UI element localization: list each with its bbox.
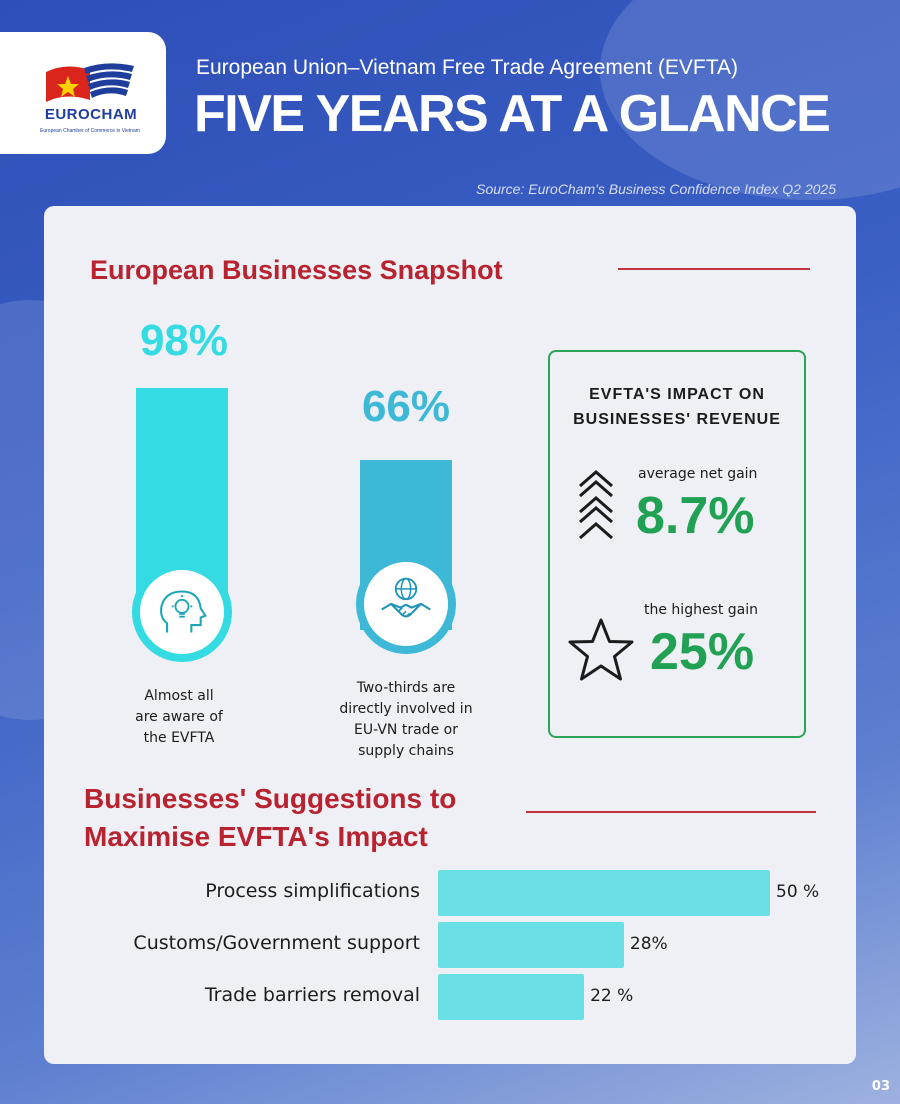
bar: [438, 922, 624, 968]
bar: [438, 870, 770, 916]
logo-name: EUROCHAM: [44, 106, 138, 123]
caption-line: Two-thirds are: [356, 680, 456, 696]
snapshot-rule: [618, 268, 810, 270]
caption-line: the EVFTA: [143, 730, 215, 746]
caption-line: are aware of: [135, 709, 223, 725]
stat-percent: 66%: [361, 382, 451, 431]
stat-circle: [356, 554, 456, 654]
caption-line: directly involved in: [339, 701, 473, 717]
source-note: Source: EuroCham's Business Confidence I…: [476, 181, 836, 197]
stat-circle: [132, 562, 232, 662]
snapshot-title: European Businesses Snapshot: [90, 255, 503, 285]
header-subtitle: European Union–Vietnam Free Trade Agreem…: [196, 56, 739, 79]
globe-handshake-icon: [381, 577, 431, 618]
stat-caption: Two-thirds are directly involved in EU-V…: [306, 678, 506, 762]
page-title: FIVE YEARS AT A GLANCE: [194, 85, 831, 143]
lightbulb-head-icon: [160, 590, 207, 633]
chevron-up-stack-icon: [579, 470, 613, 540]
impact-title-line: BUSINESSES' REVENUE: [573, 411, 781, 428]
content-card: European Businesses Snapshot 98% Almost …: [44, 206, 856, 1064]
bar-value-label: 50 %: [776, 882, 820, 902]
revenue-impact-box: EVFTA'S IMPACT ON BUSINESSES' REVENUE av…: [548, 350, 806, 738]
bar: [438, 974, 585, 1020]
stat-caption: Almost all are aware of the EVFTA: [94, 686, 264, 749]
bar-value-label: 22 %: [590, 986, 634, 1006]
suggestions-title: Businesses' Suggestions to Maximise EVFT…: [84, 780, 456, 856]
logo-subtitle: European Chamber of Commerce in Vietnam: [40, 128, 140, 134]
bar-category-label: Trade barriers removal: [204, 984, 420, 1006]
impact-value: 8.7%: [636, 487, 755, 545]
bar-category-label: Process simplifications: [205, 880, 420, 902]
caption-line: Almost all: [144, 688, 214, 704]
page-number: 03: [871, 1079, 890, 1094]
suggestions-title-line: Businesses' Suggestions to: [84, 783, 457, 814]
caption-line: EU-VN trade or: [354, 722, 458, 738]
impact-value: 25%: [650, 623, 755, 681]
stat-percent: 98%: [139, 316, 229, 365]
impact-title: EVFTA'S IMPACT ON BUSINESSES' REVENUE: [560, 382, 794, 432]
eurocham-logo: EUROCHAM European Chamber of Commerce in…: [0, 32, 166, 154]
suggestions-rule: [526, 811, 816, 813]
impact-label: the highest gain: [644, 602, 759, 618]
star-icon: [568, 618, 634, 681]
suggestions-title-line: Maximise EVFTA's Impact: [84, 821, 428, 852]
bar-value-label: 28%: [629, 934, 668, 954]
impact-title-line: EVFTA'S IMPACT ON: [589, 386, 765, 403]
caption-line: supply chains: [358, 743, 454, 759]
flag-logo-icon: [46, 63, 134, 102]
impact-label: average net gain: [638, 466, 758, 482]
bar-category-label: Customs/Government support: [133, 932, 420, 954]
